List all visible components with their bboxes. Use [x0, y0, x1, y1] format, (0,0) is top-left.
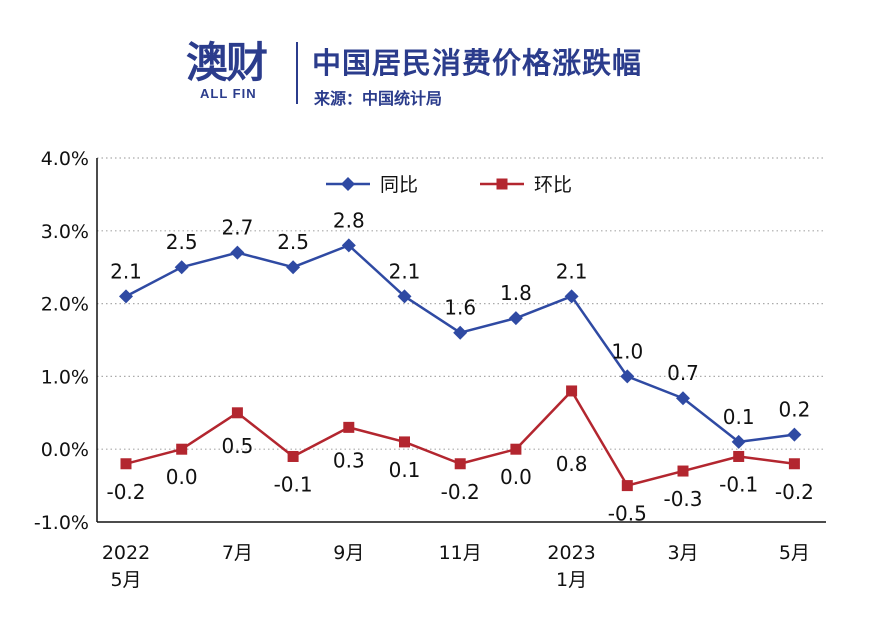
data-point-marker: [731, 434, 746, 449]
data-label: 2.7: [221, 216, 253, 240]
data-label: 0.1: [723, 405, 755, 429]
data-label: 2.5: [277, 230, 309, 254]
data-point-marker: [454, 458, 466, 470]
data-label: 2.1: [389, 259, 421, 283]
data-labels: 2.1 2.5 2.7 2.5 2.8 2.1 1.6 1.8 2.1 1.0 0.7 0.1 0.2 -…: [106, 208, 813, 525]
y-tick-label: 4.0%: [41, 148, 89, 170]
data-label: 0.3: [333, 448, 365, 472]
data-point-marker: [174, 260, 189, 275]
data-point-marker: [620, 369, 635, 384]
x-tick-label: 5月: [779, 542, 810, 564]
y-tick-label: 3.0%: [41, 221, 89, 243]
data-label: 0.0: [500, 465, 532, 489]
data-label: 2.1: [110, 259, 142, 283]
data-label: -0.1: [274, 472, 313, 496]
chart-header: 澳财 ALL FIN 中国居民消费价格涨跌幅 来源：中国统计局: [0, 0, 872, 120]
series-line-yoy: [125, 244, 795, 444]
data-point-marker: [508, 311, 523, 326]
legend-label: 同比: [380, 174, 418, 196]
y-tick-label: 0.0%: [41, 439, 89, 461]
logo-mark: 澳财: [186, 38, 268, 87]
x-tick-label: 11月: [439, 542, 482, 564]
x-tick-label: 7月: [222, 542, 253, 564]
data-point-marker: [677, 465, 689, 477]
data-label: -0.5: [608, 502, 647, 526]
data-label: 0.7: [667, 361, 699, 385]
data-point-marker: [621, 480, 633, 492]
y-tick-label: 2.0%: [41, 294, 89, 316]
data-point-marker: [287, 450, 299, 462]
data-label: 1.0: [611, 339, 643, 363]
data-point-marker: [286, 260, 301, 275]
x-tick-label: 2022: [102, 542, 150, 564]
header-divider: [296, 42, 298, 104]
data-point-marker: [230, 245, 245, 260]
data-point-marker: [564, 289, 579, 304]
data-point-marker: [231, 407, 243, 419]
data-point-marker: [733, 450, 745, 462]
data-label: 0.2: [778, 398, 810, 422]
data-point-marker: [787, 427, 802, 442]
data-label: 2.8: [333, 208, 365, 232]
data-point-marker: [119, 289, 133, 304]
grid-lines: [97, 157, 826, 450]
data-label: 1.8: [500, 281, 532, 305]
data-label: -0.2: [106, 480, 145, 504]
y-tick-label: -1.0%: [34, 512, 89, 534]
data-point-marker: [397, 289, 412, 304]
data-point-marker: [566, 385, 578, 397]
logo-subtext: ALL FIN: [200, 86, 257, 101]
axes: -1.0% 0.0% 1.0% 2.0% 3.0% 4.0% 2022 5月 7月 9月 11月 20…: [34, 148, 826, 591]
chart-source: 来源：中国统计局: [314, 89, 443, 108]
x-tick-label: 9月: [333, 542, 364, 564]
x-tick-label: 2023: [547, 542, 595, 564]
data-label: 2.1: [556, 259, 588, 283]
data-point-marker: [120, 458, 132, 470]
y-tick-label: 1.0%: [41, 366, 89, 388]
data-point-marker: [676, 391, 690, 406]
data-label: 0.8: [556, 452, 588, 476]
legend-label: 环比: [534, 174, 572, 196]
legend-marker: [341, 177, 355, 191]
series-layer: [119, 238, 802, 492]
data-label: -0.2: [775, 480, 814, 504]
data-label: 0.5: [221, 434, 253, 458]
data-point-marker: [453, 325, 468, 340]
legend: 同比 环比: [326, 174, 572, 196]
data-label: 0.0: [166, 465, 198, 489]
x-tick-label: 1月: [556, 569, 587, 591]
data-point-marker: [343, 421, 355, 433]
data-point-marker: [399, 436, 410, 448]
data-label: 0.1: [389, 458, 421, 482]
brand-logo: 澳财 ALL FIN: [186, 40, 286, 110]
chart-title: 中国居民消费价格涨跌幅: [312, 46, 643, 80]
legend-marker: [496, 178, 508, 190]
data-label: -0.3: [663, 487, 702, 511]
data-label: 2.5: [166, 230, 198, 254]
data-label: -0.2: [441, 480, 480, 504]
data-point-marker: [510, 443, 522, 455]
data-label: -0.1: [719, 472, 758, 496]
data-point-marker: [341, 238, 356, 253]
data-point-marker: [176, 443, 188, 455]
x-tick-label: 5月: [110, 569, 141, 591]
data-label: 1.6: [444, 296, 476, 320]
x-tick-label: 3月: [667, 542, 698, 564]
data-point-marker: [788, 458, 800, 470]
